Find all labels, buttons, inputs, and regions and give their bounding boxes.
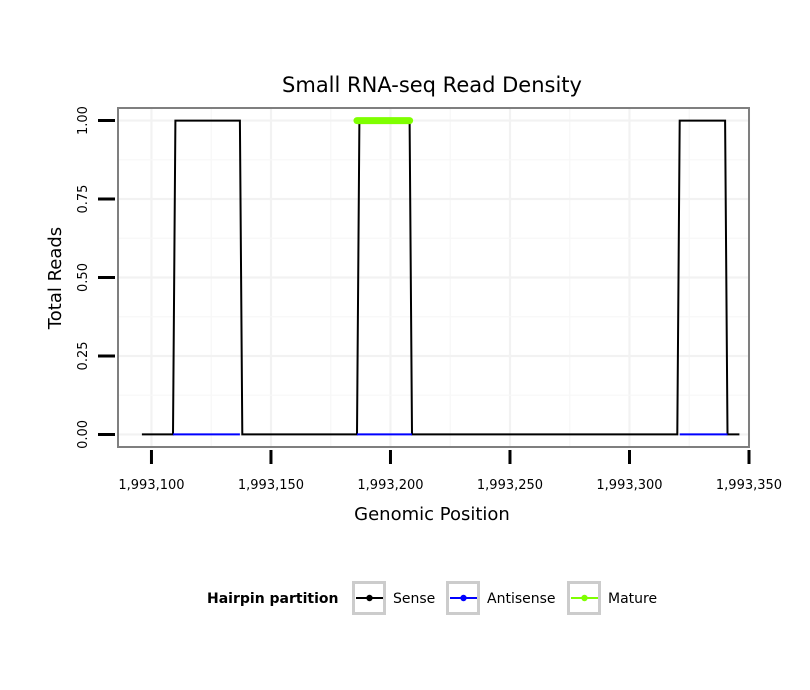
y-tick-label: 0.75 [76,185,91,214]
legend-entry-label: Mature [608,591,657,607]
x-tick-label: 1,993,300 [596,478,662,493]
y-tick-label: 0.00 [76,420,91,449]
legend-entry-label: Sense [393,591,435,607]
legend-key-point [366,594,373,602]
y-tick-label: 0.25 [76,341,91,370]
x-tick-label: 1,993,200 [357,478,423,493]
legend-entry-sense: Sense [352,581,435,615]
legend-entry-antisense: Antisense [446,581,556,615]
series [141,117,740,436]
legend-key-point [581,594,588,602]
x-axis-title: Genomic Position [354,504,510,525]
legend: Hairpin partition Sense Antisense Mature [207,581,657,615]
legend-title: Hairpin partition [207,591,338,607]
legend-entry-mature: Mature [567,581,657,615]
x-tick-label: 1,993,350 [716,478,782,493]
grid [118,108,751,447]
plot-panel-border [117,107,750,448]
y-tick-label: 0.50 [76,263,91,292]
chart-title: Small RNA-seq Read Density [282,73,582,97]
legend-key-point [460,594,467,602]
x-tick-label: 1,993,250 [477,478,543,493]
axis-ticks: 1,993,100 1,993,150 1,993,200 1,993,250 1,99… [76,106,782,493]
y-axis-title: Total Reads [45,227,66,330]
legend-entry-label: Antisense [487,591,556,607]
x-tick-label: 1,993,150 [238,478,304,493]
y-tick-label: 1.00 [76,106,91,135]
x-tick-label: 1,993,100 [118,478,184,493]
